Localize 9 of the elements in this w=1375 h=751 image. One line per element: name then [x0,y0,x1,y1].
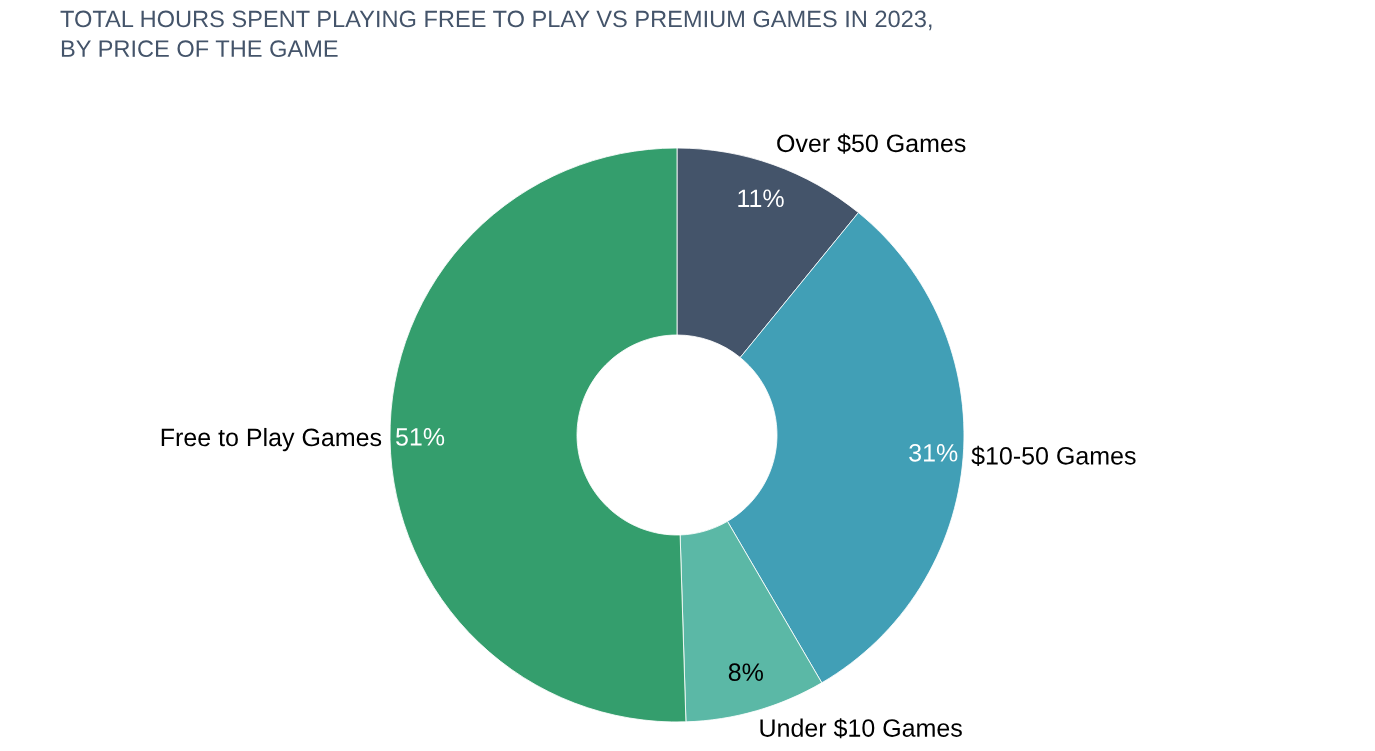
data-label: 11% [738,189,784,208]
slice-label: Free to Play Games [161,427,382,452]
chart-title: TOTAL HOURS SPENT PLAYING FREE TO PLAY VS PREMIUM GAMES IN 2023, BY PRICE OF THE GAME [60,10,932,58]
data-label: 31% [909,443,958,462]
slice-label: Under $10 Games [760,718,962,739]
slice-label: Over $50 Games [777,133,966,154]
data-label: 8% [728,663,763,682]
data-label: 51% [396,428,445,446]
slice-label: $10-50 Games [971,445,1136,467]
